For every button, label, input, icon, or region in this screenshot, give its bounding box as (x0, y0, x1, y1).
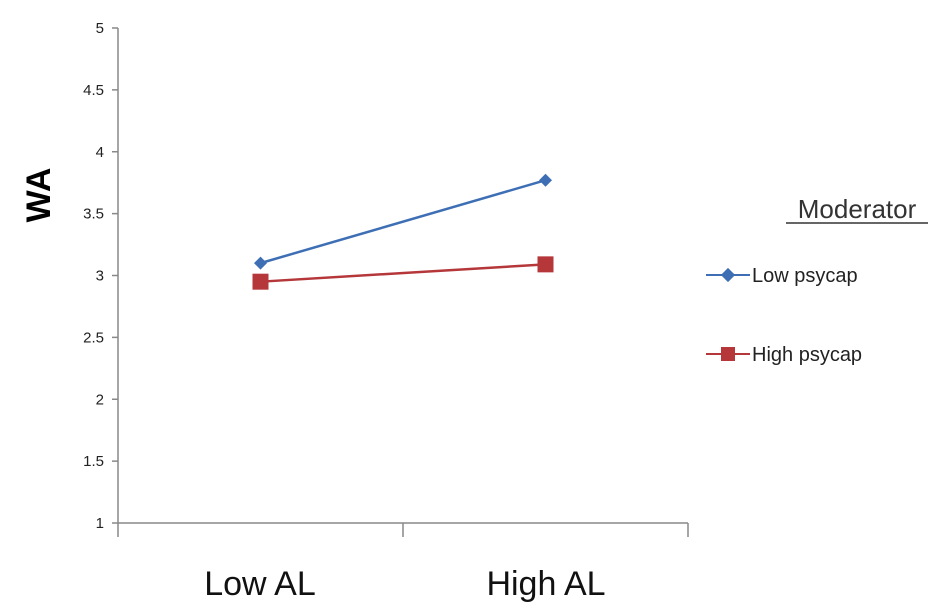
series-line-high-psycap (260, 263, 546, 283)
y-tick-label-2-5: 2.5 (83, 329, 104, 346)
legend: Moderator Low psycap High psycap (706, 194, 928, 366)
series-low-psycap (254, 173, 552, 270)
legend-label-high-psycap: High psycap (752, 344, 862, 366)
x-tick-label-high-al: High AL (486, 565, 605, 603)
y-tick-label-4: 4 (96, 144, 104, 161)
legend-title: Moderator (798, 194, 917, 224)
y-axis-tick-labels: 1 1.5 2 2.5 3 3.5 4 4.5 5 (83, 20, 104, 532)
point-high-psycap-0 (252, 273, 269, 290)
y-axis-title: WA (20, 168, 58, 223)
series-line-low-psycap (260, 179, 546, 265)
legend-item-low-psycap: Low psycap (706, 265, 858, 287)
y-tick-label-1-5: 1.5 (83, 453, 104, 470)
legend-marker-high-psycap (721, 347, 735, 361)
legend-marker-low-psycap (720, 267, 736, 283)
x-axis-ticks (117, 523, 689, 537)
series-layer (252, 173, 554, 290)
point-low-psycap-0 (254, 256, 267, 270)
legend-label-low-psycap: Low psycap (752, 265, 858, 287)
x-tick-label-low-al: Low AL (204, 565, 316, 603)
y-tick-label-3: 3 (96, 268, 104, 285)
point-low-psycap-1 (539, 173, 552, 187)
y-axis-ticks (112, 27, 118, 524)
y-tick-label-2: 2 (96, 391, 104, 408)
y-tick-label-4-5: 4.5 (83, 82, 104, 99)
series-high-psycap (252, 256, 554, 290)
legend-item-high-psycap: High psycap (706, 344, 862, 366)
y-tick-label-1: 1 (96, 515, 104, 532)
point-high-psycap-1 (537, 256, 554, 273)
y-tick-label-3-5: 3.5 (83, 206, 104, 223)
y-tick-label-5: 5 (96, 20, 104, 37)
